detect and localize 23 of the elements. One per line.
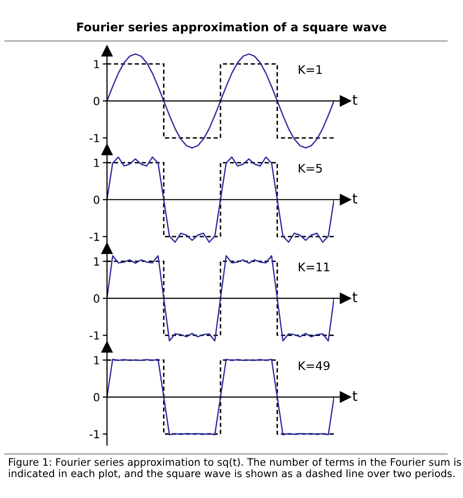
y-tick-label: 0 [94, 294, 100, 303]
annotation: K=49 [298, 361, 330, 370]
y-tick-label: 1 [94, 158, 100, 167]
y-tick-label: 1 [94, 356, 100, 364]
y-tick-label: 0 [94, 393, 100, 402]
y-tick-label: -1 [90, 331, 100, 340]
annotation: K=1 [298, 65, 322, 74]
caption: Figure 1: Fourier series approximation to sq(t). The number of terms in the Fourier sum is indicated in each plot, and the square wave is shown as a dashed line over two periods. [8, 458, 462, 480]
y-tick-label: -1 [90, 430, 100, 438]
y-tick-label: -1 [90, 134, 100, 142]
x-axis-title: t [352, 292, 358, 302]
y-tick-label: -1 [90, 232, 100, 241]
chart-title: Fourier series approximation of a square wave [77, 22, 386, 34]
y-tick-label: 0 [94, 196, 100, 204]
x-axis-title: t [352, 95, 358, 105]
annotation: K=11 [298, 262, 330, 272]
y-tick-label: 1 [94, 60, 100, 68]
annotation: K=5 [298, 164, 322, 173]
x-axis-title: t [352, 391, 358, 401]
x-axis-title: t [352, 194, 358, 204]
line-series [107, 53, 334, 149]
y-tick-label: 0 [94, 96, 100, 106]
y-tick-label: 1 [94, 257, 100, 266]
